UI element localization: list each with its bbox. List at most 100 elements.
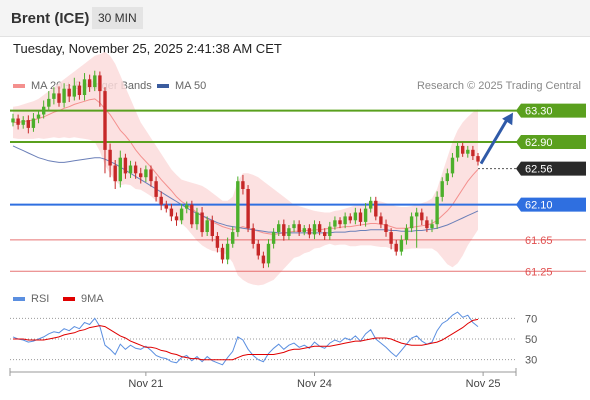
price-tag-bg xyxy=(516,197,586,212)
candle-body xyxy=(394,243,398,252)
candle-body xyxy=(338,220,342,225)
candle-body xyxy=(333,220,337,227)
candle-body xyxy=(154,181,158,197)
candle-body xyxy=(205,220,209,232)
candle-body xyxy=(425,220,429,229)
candle-body xyxy=(312,224,317,235)
rsi-legend-label: RSI xyxy=(31,293,50,305)
candle-body xyxy=(363,208,368,222)
x-tick-label: Nov 21 xyxy=(128,378,163,390)
candle-body xyxy=(389,232,393,244)
candle-body xyxy=(328,226,332,236)
copyright-text: Research © 2025 Trading Central xyxy=(416,80,581,92)
candle-body xyxy=(133,165,138,174)
candle-body xyxy=(287,228,291,236)
ma9-legend-label: 9MA xyxy=(81,293,104,305)
rsi-tick-label: 30 xyxy=(525,355,537,367)
candle-body xyxy=(420,212,424,221)
candle-body xyxy=(174,216,179,221)
candle-body xyxy=(77,85,82,95)
candle-body xyxy=(195,212,199,225)
candle-body xyxy=(118,157,122,182)
rsi-9ma-line xyxy=(13,318,479,361)
candle-body xyxy=(415,212,419,217)
candle-body xyxy=(455,145,460,158)
price-tag-bg xyxy=(516,103,586,118)
candle-body xyxy=(379,216,383,225)
instrument-title: Brent (ICE) xyxy=(11,10,90,27)
candle-body xyxy=(11,118,15,123)
projection-arrow-shaft xyxy=(479,118,509,165)
candle-body xyxy=(241,181,245,189)
candle-body xyxy=(93,75,97,88)
ma50-legend-label: MA 50 xyxy=(175,80,207,92)
candle-body xyxy=(144,169,148,178)
candle-body xyxy=(461,145,465,154)
candle-body xyxy=(261,255,266,264)
candle-body xyxy=(67,88,71,97)
timeframe-badge[interactable]: 30 MIN xyxy=(92,7,143,29)
candle-body xyxy=(450,157,455,174)
candle-body xyxy=(369,200,373,209)
price-tag-1: 62.90 xyxy=(516,135,586,149)
candle-body xyxy=(409,216,414,229)
candle-body xyxy=(445,173,449,182)
candle-body xyxy=(256,243,260,256)
rsi-line xyxy=(12,311,479,366)
price-tag-label: 63.30 xyxy=(525,106,553,118)
candle-body xyxy=(466,149,470,154)
rsi-swatch xyxy=(13,297,25,301)
candle-body xyxy=(16,118,20,125)
candle-body xyxy=(277,224,281,232)
candle-body xyxy=(200,212,204,233)
price-tag-label: 62.56 xyxy=(525,164,553,176)
candle-body xyxy=(225,243,230,260)
candle-body xyxy=(343,216,347,225)
ma20-swatch xyxy=(13,84,25,88)
price-tag-bg xyxy=(516,135,586,149)
candle-body xyxy=(399,239,404,252)
candle-body xyxy=(72,85,76,97)
candle-body xyxy=(149,169,153,182)
ma20-line xyxy=(13,98,479,235)
candle-body xyxy=(113,165,117,182)
candle-body xyxy=(307,228,312,235)
price-tag-bg xyxy=(516,161,586,176)
candle-body xyxy=(282,224,286,236)
ma50-swatch xyxy=(157,84,169,88)
candle-body xyxy=(31,118,36,128)
bollinger-band xyxy=(13,51,478,286)
candle-body xyxy=(108,149,112,166)
candle-body xyxy=(384,224,388,232)
candle-body xyxy=(103,91,107,150)
candle-body xyxy=(139,173,143,178)
candle-body xyxy=(246,189,250,229)
ma9-swatch xyxy=(63,297,75,301)
candle-body xyxy=(87,79,92,88)
candle-body xyxy=(57,93,61,103)
candle-body xyxy=(292,224,296,229)
rsi-tick-label: 70 xyxy=(525,313,537,325)
legend-rsi: RSI xyxy=(13,293,49,305)
candle-body xyxy=(128,165,133,174)
candle-body xyxy=(266,243,271,264)
candle-body xyxy=(42,106,46,115)
candle-body xyxy=(82,79,87,95)
price-level-label: 61.25 xyxy=(525,266,553,278)
candle-body xyxy=(302,228,306,233)
timestamp: Tuesday, November 25, 2025 2:41:38 AM CE… xyxy=(13,41,282,56)
candle-body xyxy=(430,224,434,229)
candle-body xyxy=(317,224,322,232)
price-tag-3: 62.10 xyxy=(516,197,586,212)
candle-body xyxy=(374,200,378,217)
candle-body xyxy=(231,232,235,244)
candle-body xyxy=(236,181,240,233)
legend-ma50: MA 50 xyxy=(157,80,206,92)
candle-body xyxy=(220,247,225,260)
candle-body xyxy=(251,228,255,244)
projection-arrow-head xyxy=(502,112,513,126)
candle-body xyxy=(179,208,184,221)
price-tag-label: 62.90 xyxy=(525,137,553,149)
price-tag-2: 62.56 xyxy=(516,161,586,176)
candle-body xyxy=(440,181,444,197)
